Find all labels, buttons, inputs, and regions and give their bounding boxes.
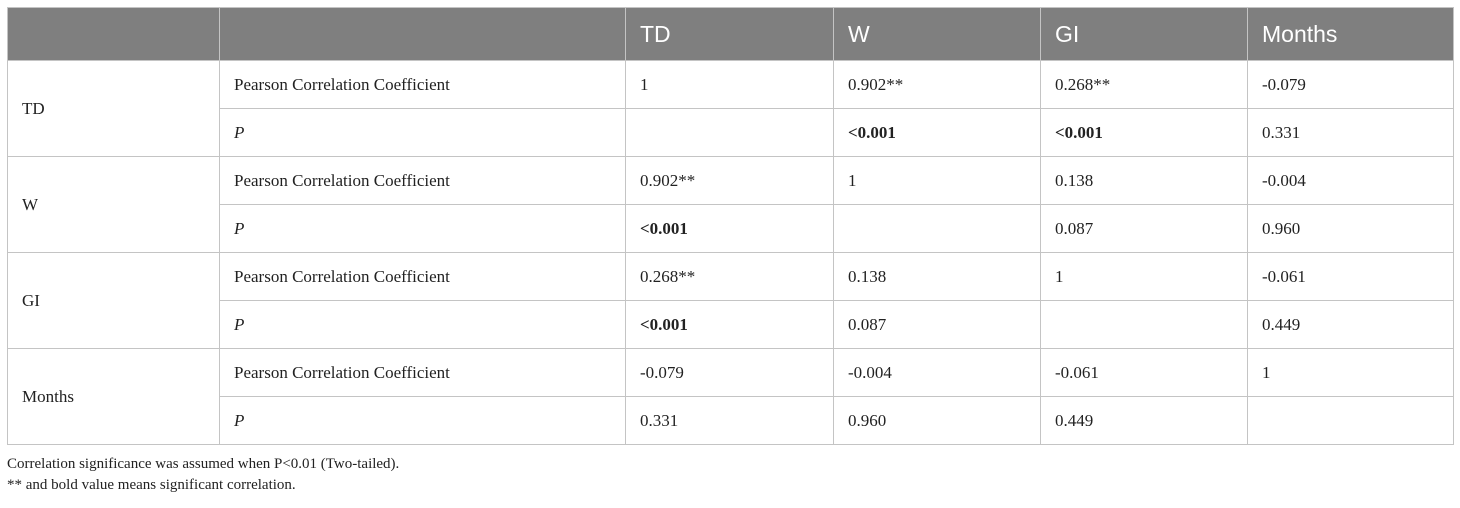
p-value-cell <box>833 204 1041 253</box>
coefficient-cell: 0.902** <box>625 156 834 205</box>
coefficient-cell: 0.268** <box>1040 60 1248 109</box>
header-cell-w: W <box>833 7 1041 61</box>
p-value-cell <box>1247 396 1454 445</box>
coefficient-cell: 0.902** <box>833 60 1041 109</box>
row-group-label: TD <box>7 60 220 157</box>
p-value-cell: 0.331 <box>625 396 834 445</box>
table-footnotes: Correlation significance was assumed whe… <box>7 454 399 496</box>
row-group-label: W <box>7 156 220 253</box>
p-value-cell: 0.087 <box>833 300 1041 349</box>
table-row: W Pearson Correlation Coefficient 0.902** 1… <box>7 156 1454 253</box>
header-cell-corner <box>7 7 220 61</box>
coefficient-cell: 1 <box>625 60 834 109</box>
row-group-label: Months <box>7 348 220 445</box>
footnote-significance: Correlation significance was assumed whe… <box>7 456 400 472</box>
p-value-label: P <box>219 396 626 445</box>
header-cell-statistic <box>219 7 626 61</box>
statistic-label: Pearson Correlation Coefficient <box>219 348 626 397</box>
header-cell-td: TD <box>625 7 834 61</box>
p-value-cell: <0.001 <box>1040 108 1248 157</box>
table-row: P <0.001 0.087 0.449 <box>8 300 1454 349</box>
coefficient-cell: 1 <box>1040 252 1248 301</box>
p-value-label: P <box>219 300 626 349</box>
coefficient-cell: -0.004 <box>1247 156 1454 205</box>
coefficient-cell: 1 <box>833 156 1041 205</box>
p-value-cell: 0.331 <box>1247 108 1454 157</box>
p-value-cell: 0.449 <box>1247 300 1454 349</box>
coefficient-cell: -0.079 <box>625 348 834 397</box>
coefficient-cell: 0.138 <box>1040 156 1248 205</box>
correlation-table-container: TD W GI Months TD Pearson Correlation Coe… <box>7 7 1454 445</box>
coefficient-cell: -0.061 <box>1247 252 1454 301</box>
p-value-label: P <box>219 108 626 157</box>
table-row: P 0.331 0.960 0.449 <box>8 396 1454 445</box>
p-value-cell: 0.960 <box>1247 204 1454 253</box>
coefficient-cell: 1 <box>1247 348 1454 397</box>
header-row: TD W GI Months <box>7 7 1454 61</box>
table-header: TD W GI Months <box>7 7 1454 61</box>
p-value-cell <box>1040 300 1248 349</box>
coefficient-cell: 0.138 <box>833 252 1041 301</box>
statistic-label: Pearson Correlation Coefficient <box>219 156 626 205</box>
p-value-cell: <0.001 <box>625 300 834 349</box>
row-group-label: GI <box>7 252 220 349</box>
p-value-label: P <box>219 204 626 253</box>
table-row: TD Pearson Correlation Coefficient 1 0.902*… <box>7 60 1454 157</box>
header-cell-months: Months <box>1247 7 1454 61</box>
p-value-cell: 0.087 <box>1040 204 1248 253</box>
statistic-label: Pearson Correlation Coefficient <box>219 252 626 301</box>
table-body: TD Pearson Correlation Coefficient 1 0.902*… <box>7 60 1454 445</box>
coefficient-cell: -0.079 <box>1247 60 1454 109</box>
coefficient-cell: -0.061 <box>1040 348 1248 397</box>
table-row: GI Pearson Correlation Coefficient 0.268**… <box>7 252 1454 349</box>
p-value-cell: 0.960 <box>833 396 1041 445</box>
table-row: P <0.001 <0.001 0.331 <box>8 108 1454 157</box>
header-cell-gi: GI <box>1040 7 1248 61</box>
coefficient-cell: -0.004 <box>833 348 1041 397</box>
p-value-cell: <0.001 <box>625 204 834 253</box>
p-value-cell <box>625 108 834 157</box>
table-row: Months Pearson Correlation Coefficient -0.… <box>7 348 1454 445</box>
p-value-cell: 0.449 <box>1040 396 1248 445</box>
table-row: P <0.001 0.087 0.960 <box>8 204 1454 253</box>
p-value-cell: <0.001 <box>833 108 1041 157</box>
statistic-label: Pearson Correlation Coefficient <box>219 60 626 109</box>
coefficient-cell: 0.268** <box>625 252 834 301</box>
footnote-bold-meaning: ** and bold value means significant corr… <box>7 477 296 493</box>
correlation-table: TD W GI Months TD Pearson Correlation Coe… <box>7 7 1454 445</box>
